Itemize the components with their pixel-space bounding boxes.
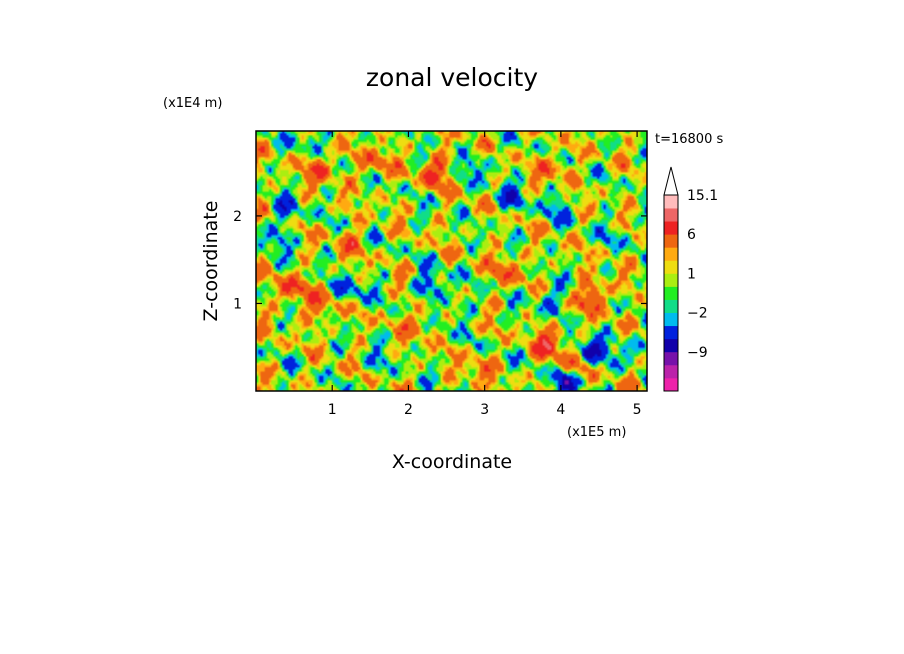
y-tick-label: 2 [233, 209, 242, 225]
x-unit-label: (x1E5 m) [567, 425, 626, 440]
y-unit-label: (x1E4 m) [163, 96, 222, 111]
colorbar-label: 1 [687, 266, 696, 282]
x-tick-label: 1 [328, 402, 337, 418]
colorbar-swatch [664, 286, 678, 300]
colorbar-swatch [664, 325, 678, 340]
y-tick-label: 1 [233, 296, 242, 312]
x-axis-title: X-coordinate [392, 451, 512, 473]
colorbar-swatch [664, 247, 678, 261]
colorbar-label: 15.1 [687, 188, 718, 204]
colorbar-swatch [664, 364, 678, 379]
colorbar-swatch [664, 312, 678, 327]
y-axis-title: Z-coordinate [200, 201, 222, 322]
colorbar-swatch [664, 351, 678, 366]
plot-frame [255, 130, 648, 392]
colorbar-swatch [664, 208, 678, 222]
y-axis: 12 [233, 209, 647, 312]
velocity-field [256, 131, 647, 391]
colorbar-swatch [664, 234, 678, 248]
x-tick-label: 5 [633, 402, 642, 418]
colorbar-swatch [664, 195, 678, 209]
colorbar-label: −9 [687, 345, 708, 361]
colorbar-swatch [664, 377, 678, 392]
colorbar-frame [663, 194, 679, 392]
x-tick-label: 3 [480, 402, 489, 418]
x-tick-label: 2 [404, 402, 413, 418]
colorbar-swatch [664, 299, 678, 313]
colorbar-swatch [664, 273, 678, 287]
colorbar-label: 6 [687, 227, 696, 243]
colorbar: 15.1 6 1 −2 −9 [663, 166, 718, 392]
x-axis: 1 2 3 4 5 [328, 131, 642, 418]
heatmap-plot [255, 130, 648, 392]
x-tick-label: 4 [556, 402, 565, 418]
colorbar-label: −2 [687, 306, 708, 322]
colorbar-extend-arrow [663, 166, 679, 196]
time-label: t=16800 s [655, 132, 723, 147]
chart-title: zonal velocity [366, 63, 538, 92]
colorbar-swatch [664, 260, 678, 274]
colorbar-swatch [664, 338, 678, 353]
colorbar-swatch [664, 221, 678, 235]
